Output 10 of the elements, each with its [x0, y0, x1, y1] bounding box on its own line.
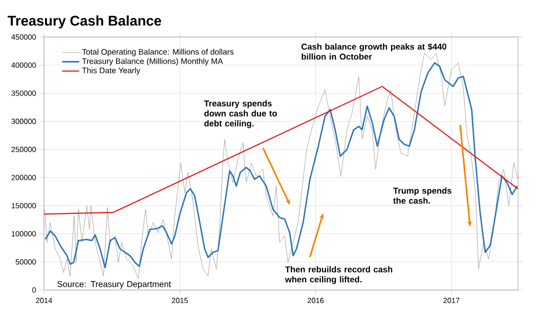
legend-label: Treasury Balance (Millions) Monthly MA [82, 58, 223, 66]
legend-label: Total Operating Balance: Millions of dollars [82, 48, 234, 56]
annotation: Cash balance growth peaks at $440 billion in October [302, 43, 446, 60]
annotation: Trump spends the cash. [393, 187, 452, 204]
annotation: Treasury spends down cash due to debt ceiling. [204, 100, 277, 128]
annotation: Source: Treasury Department [57, 281, 171, 289]
line-series [43, 86, 519, 215]
annotation: Then rebuilds record cash when ceiling lifted. [285, 266, 392, 284]
legend-label: This Date Yearly [82, 67, 140, 75]
chart-title: Treasury Cash Balance [8, 15, 162, 28]
